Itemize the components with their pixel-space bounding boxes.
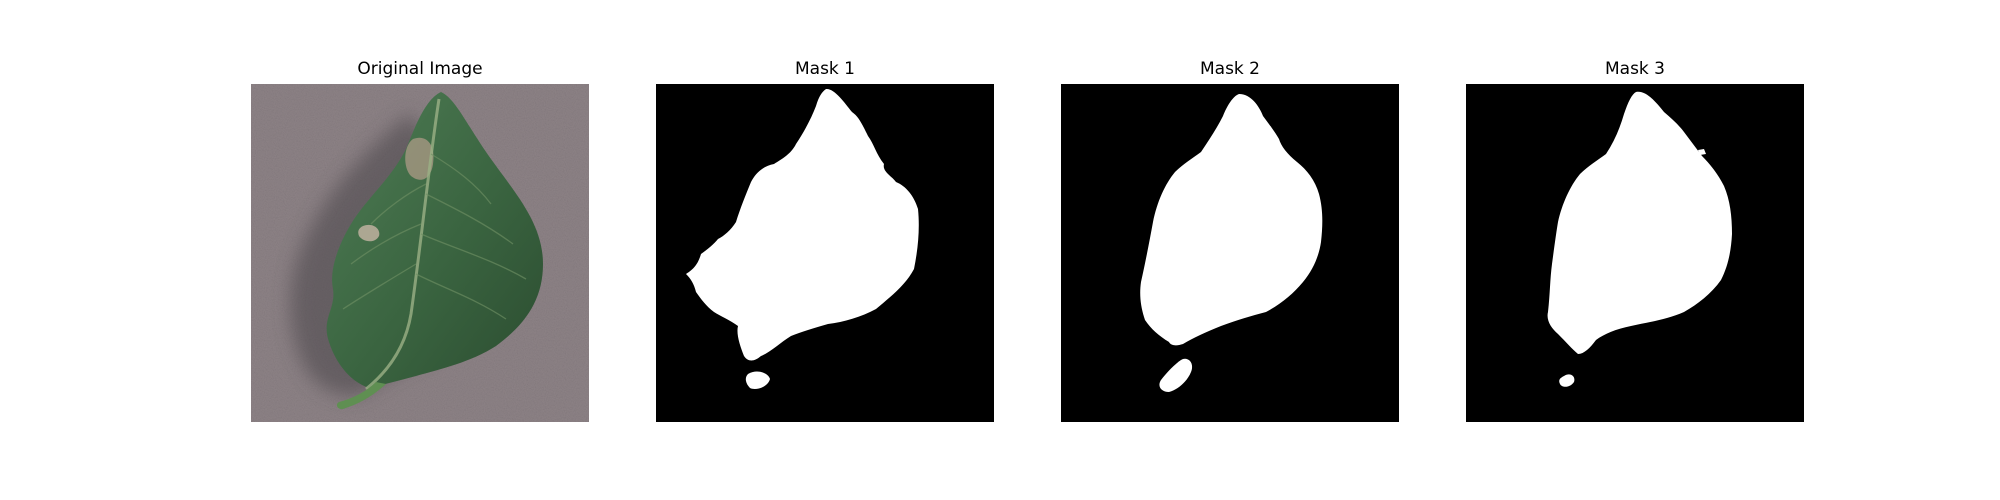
mask-region xyxy=(1547,91,1732,355)
original-leaf-photo xyxy=(251,84,589,422)
leaf-midrib xyxy=(365,98,441,391)
leaf-veins xyxy=(342,153,527,320)
mask-blob xyxy=(745,371,770,389)
mask-region xyxy=(686,88,919,361)
panel-title: Original Image xyxy=(357,59,483,79)
panel-title: Mask 1 xyxy=(794,59,855,79)
mask-speckle xyxy=(1698,149,1706,155)
panel-mask-3: Mask 3 xyxy=(1466,0,1804,500)
panel-mask-2: Mask 2 xyxy=(1061,0,1399,500)
panel-title: Mask 2 xyxy=(1199,59,1260,79)
mask-2-image xyxy=(1061,84,1399,422)
leaf-stem xyxy=(336,382,386,410)
panel-title: Mask 3 xyxy=(1604,59,1665,79)
panel-mask-1: Mask 1 xyxy=(656,0,994,500)
leaf-lesion xyxy=(405,137,434,180)
mask-1-image xyxy=(656,84,994,422)
mask-blob xyxy=(1559,374,1575,387)
mask-region xyxy=(1140,94,1323,346)
mask-blob xyxy=(1159,358,1193,392)
leaf-lesion-small xyxy=(358,224,380,242)
mask-3-image xyxy=(1466,84,1804,422)
panel-original-image: Original Image xyxy=(251,0,589,500)
